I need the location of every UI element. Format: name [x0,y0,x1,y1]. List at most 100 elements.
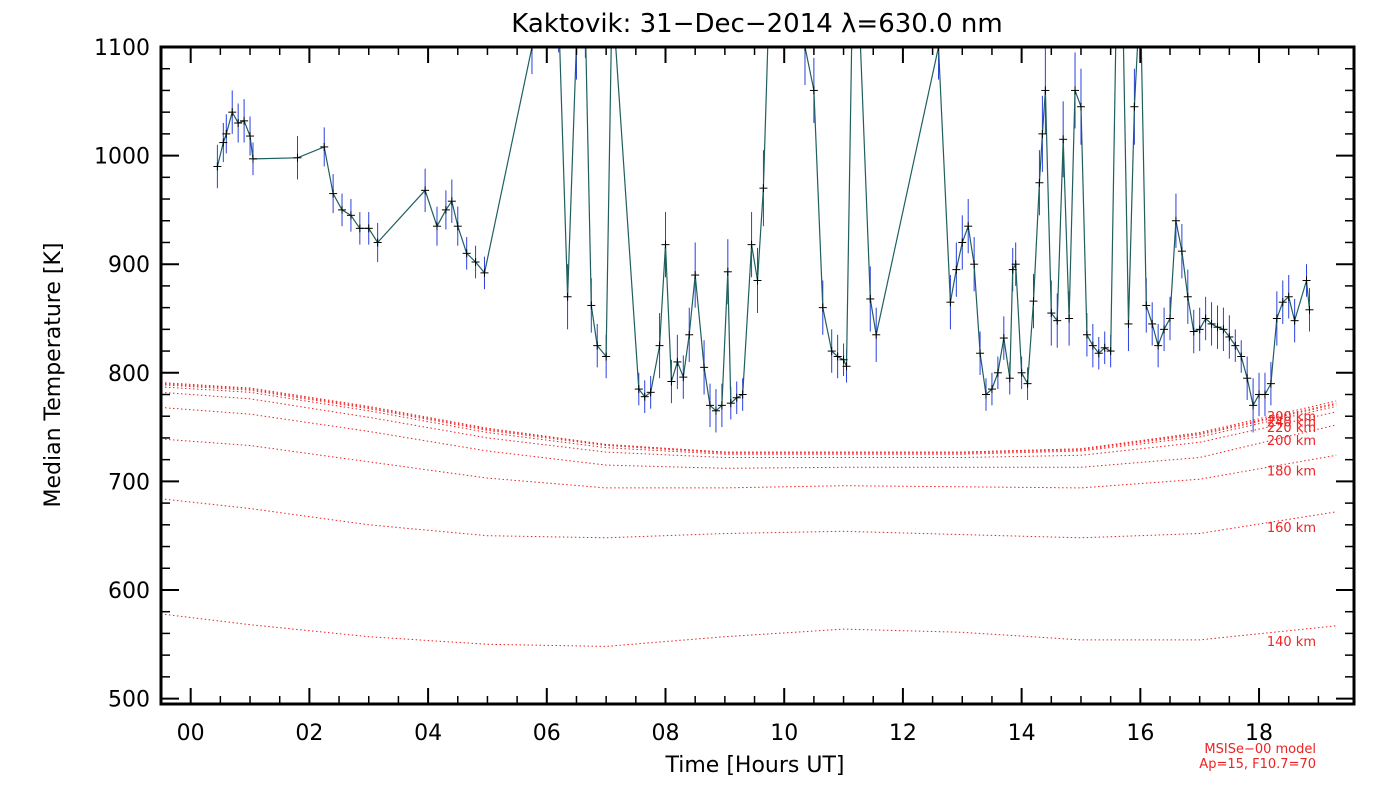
data-point [634,385,643,394]
data-point [1177,247,1186,256]
data-point [1017,368,1026,377]
data-point [964,222,973,231]
data-markers [213,47,1314,415]
data-point [222,129,231,138]
model-curve-label: 200 km [1267,434,1316,449]
data-point [1201,314,1210,323]
data-point [1065,314,1074,323]
data-point [432,222,441,231]
model-annotation-line2: Ap=15, F10.7=70 [1199,757,1316,772]
data-point [240,116,249,125]
data-point [1130,102,1139,111]
data-point [1148,319,1157,328]
model-curve [161,438,1337,489]
data-point [1302,276,1311,285]
data-point [1219,325,1228,334]
data-point [958,238,967,247]
data-point [655,341,664,350]
model-curve [161,384,1337,454]
model-curve [161,498,1337,539]
data-point [1171,216,1180,225]
data-point [1266,379,1275,388]
data-point [1005,374,1014,383]
data-point [355,224,364,233]
data-point [373,238,382,247]
data-point [1225,332,1234,341]
data-point [691,271,700,280]
data-point [842,362,851,371]
x-tick-label: 02 [295,721,323,746]
data-point [1029,297,1038,306]
data-point [827,347,836,356]
data-point [1249,401,1258,410]
x-tick-label: 18 [1245,721,1273,746]
data-point [866,294,875,303]
data-point [329,189,338,198]
data-point [872,330,881,339]
data-point [1059,135,1068,144]
data-point [738,390,747,399]
data-point [640,392,649,401]
data-point [747,240,756,249]
data-point [1008,265,1017,274]
data-point [248,154,257,163]
y-tick-label: 1100 [94,36,150,61]
data-point [441,205,450,214]
data-point [1160,325,1169,334]
data-point [1278,298,1287,307]
x-tick-label: 06 [533,721,561,746]
model-curves [161,382,1337,647]
data-point [1011,260,1020,269]
data-point [320,142,329,151]
data-point [982,390,991,399]
data-point [1053,316,1062,325]
data-point [1305,305,1314,314]
data-point [700,363,709,372]
y-tick-label: 500 [108,688,150,713]
data-point [1284,292,1293,301]
model-curve-label: 240 km [1267,415,1316,430]
model-curve-label: 180 km [1267,464,1316,479]
model-curve-label: 140 km [1267,635,1316,650]
data-line [216,47,1311,412]
x-tick-label: 10 [770,721,798,746]
y-axis-label: Median Temperature [K] [41,243,66,508]
data-point [753,276,762,285]
data-point [987,385,996,394]
data-point [1290,316,1299,325]
data-point [346,211,355,220]
y-tick-label: 1000 [94,145,150,170]
data-point [1088,341,1097,350]
data-point [293,153,302,162]
data-point [646,388,655,397]
data-point [711,406,720,415]
data-point [661,240,670,249]
data-point [587,301,596,310]
data-point [453,222,462,231]
chart-title: Kaktovik: 31−Dec−2014 λ=630.0 nm [511,9,1002,39]
data-point [1260,390,1269,399]
data-point [717,401,726,410]
x-tick-label: 16 [1126,721,1154,746]
data-point [809,86,818,95]
data-point [1195,325,1204,334]
data-point [234,119,243,128]
data-point [602,352,611,361]
data-point [563,292,572,301]
data-point [952,265,961,274]
data-point [1124,319,1133,328]
axis-ticks: 00 02 04 06 08 10 12 14 16 18 500 600 700 800 900 1000 1… [94,36,1354,746]
data-point [1094,349,1103,358]
data-point [246,132,255,141]
data-point [471,258,480,267]
data-point [1207,319,1216,328]
data-point [993,368,1002,377]
x-tick-label: 14 [1008,721,1036,746]
data-point [726,399,735,408]
model-curve-label: 300 km [1267,410,1316,425]
data-point [1076,102,1085,111]
data-point [685,330,694,339]
data-point [421,186,430,195]
data-point [593,341,602,350]
data-point [228,108,237,117]
